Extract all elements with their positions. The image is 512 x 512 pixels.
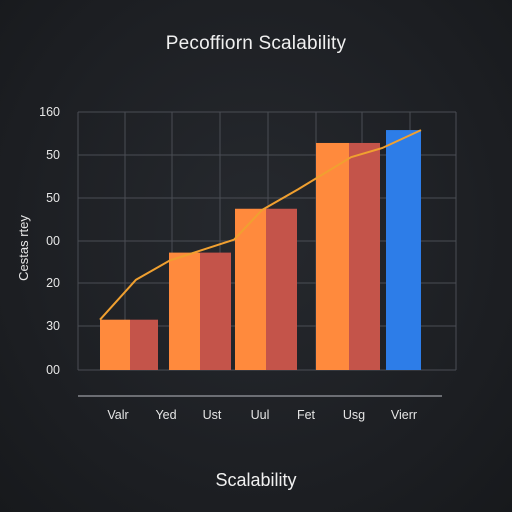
bar	[100, 319, 130, 370]
y-tick-label: 00	[46, 234, 60, 248]
y-tick-label: 00	[46, 363, 60, 377]
bar	[169, 252, 200, 370]
trend-line-group	[99, 129, 422, 321]
bar	[316, 142, 349, 370]
y-tick-label: 30	[46, 319, 60, 333]
bar-shade	[266, 208, 297, 370]
bar-shade	[349, 142, 380, 370]
bar-shade	[200, 252, 231, 370]
y-tick-label: 50	[46, 191, 60, 205]
bar-group	[100, 130, 421, 370]
x-tick-labels: Valr Yed Ust Uul Fet Usg Vierr	[107, 408, 417, 422]
bar	[386, 130, 421, 370]
chart-title: Pecoffiorn Scalability	[165, 33, 347, 54]
y-tick-labels: 00 30 20 00 50 50 160	[39, 105, 60, 377]
trend-line	[99, 129, 422, 321]
bar	[235, 208, 266, 370]
x-tick-label: Usg	[343, 408, 365, 422]
y-tick-label: 20	[46, 276, 60, 290]
y-axis-title: Cestas rtey	[16, 215, 31, 281]
x-tick-label: Vierr	[391, 408, 417, 422]
y-tick-label: 160	[39, 105, 60, 119]
x-tick-label: Valr	[107, 408, 128, 422]
x-tick-label: Fet	[297, 408, 316, 422]
y-tick-label: 50	[46, 148, 60, 162]
x-axis-title: Scalability	[215, 470, 297, 490]
x-tick-label: Ust	[203, 408, 222, 422]
bar-shade	[130, 319, 158, 370]
x-tick-label: Yed	[155, 408, 176, 422]
x-tick-label: Uul	[251, 408, 270, 422]
